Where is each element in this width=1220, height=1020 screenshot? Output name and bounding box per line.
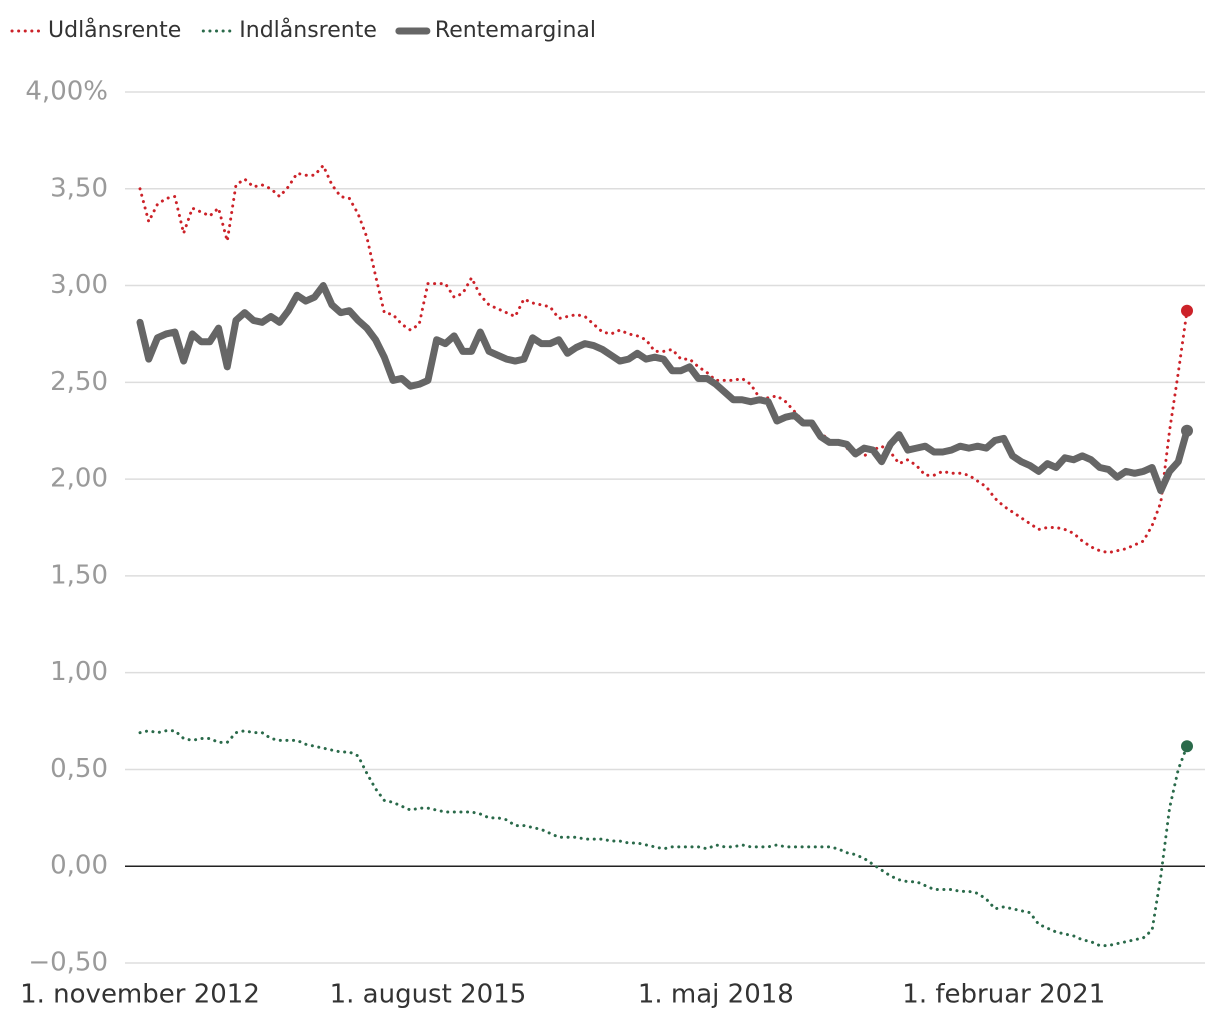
y-tick-label: 4,00% [25, 77, 108, 107]
end-point [1181, 304, 1193, 317]
series-line [138, 729, 1189, 948]
y-tick-label: 1,00 [50, 657, 108, 687]
legend-label: Udlånsrente [48, 17, 181, 43]
x-tick-label: 1. august 2015 [330, 980, 527, 1010]
end-point [1181, 424, 1193, 437]
y-tick-label: 1,50 [50, 560, 108, 590]
legend-item: Indlånsrente [201, 17, 377, 43]
x-tick-label: 1. maj 2018 [638, 980, 794, 1010]
end-point [1181, 740, 1193, 753]
y-tick-label: 3,50 [50, 173, 108, 203]
y-tick-label: 2,50 [50, 367, 108, 397]
y-tick-label: 3,00 [50, 270, 108, 300]
x-tick-label: 1. november 2012 [20, 980, 260, 1010]
legend-item: Udlånsrente [10, 17, 181, 43]
legend-item: Rentemarginal [395, 18, 596, 43]
y-tick-label: 0,00 [50, 851, 108, 881]
legend-label: Indlånsrente [239, 17, 377, 43]
x-tick-label: 1. februar 2021 [902, 980, 1105, 1010]
legend-label: Rentemarginal [435, 18, 596, 43]
y-tick-label: 2,00 [50, 464, 108, 494]
series-line [138, 162, 1189, 555]
y-tick-label: 0,50 [50, 754, 108, 784]
series-line [136, 282, 1191, 495]
y-tick-label: −0,50 [28, 948, 108, 978]
